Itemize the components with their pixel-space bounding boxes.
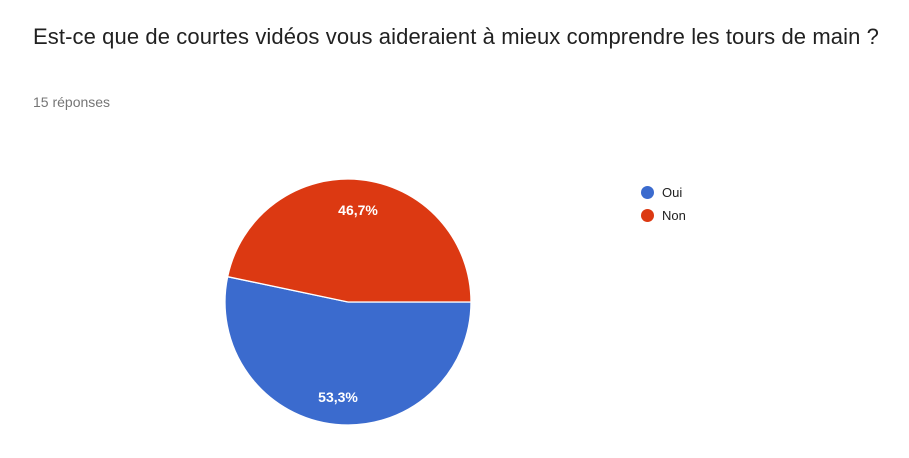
legend-label-oui: Oui — [662, 185, 683, 200]
legend-item-non[interactable]: Non — [641, 204, 686, 227]
pie-label-non: 46,7% — [338, 202, 378, 218]
legend-label-non: Non — [662, 208, 686, 223]
question-title: Est-ce que de courtes vidéos vous aidera… — [33, 24, 879, 49]
pie-slice-oui[interactable] — [225, 276, 471, 425]
legend-dot-oui-icon — [641, 186, 654, 199]
pie-chart: 46,7% 53,3% — [225, 179, 471, 425]
legend-item-oui[interactable]: Oui — [641, 181, 686, 204]
legend-dot-non-icon — [641, 209, 654, 222]
chart-legend: Oui Non — [641, 181, 686, 227]
responses-count: 15 réponses — [33, 94, 111, 110]
pie-slice-non[interactable] — [226, 179, 471, 303]
pie-label-oui: 53,3% — [318, 389, 358, 405]
